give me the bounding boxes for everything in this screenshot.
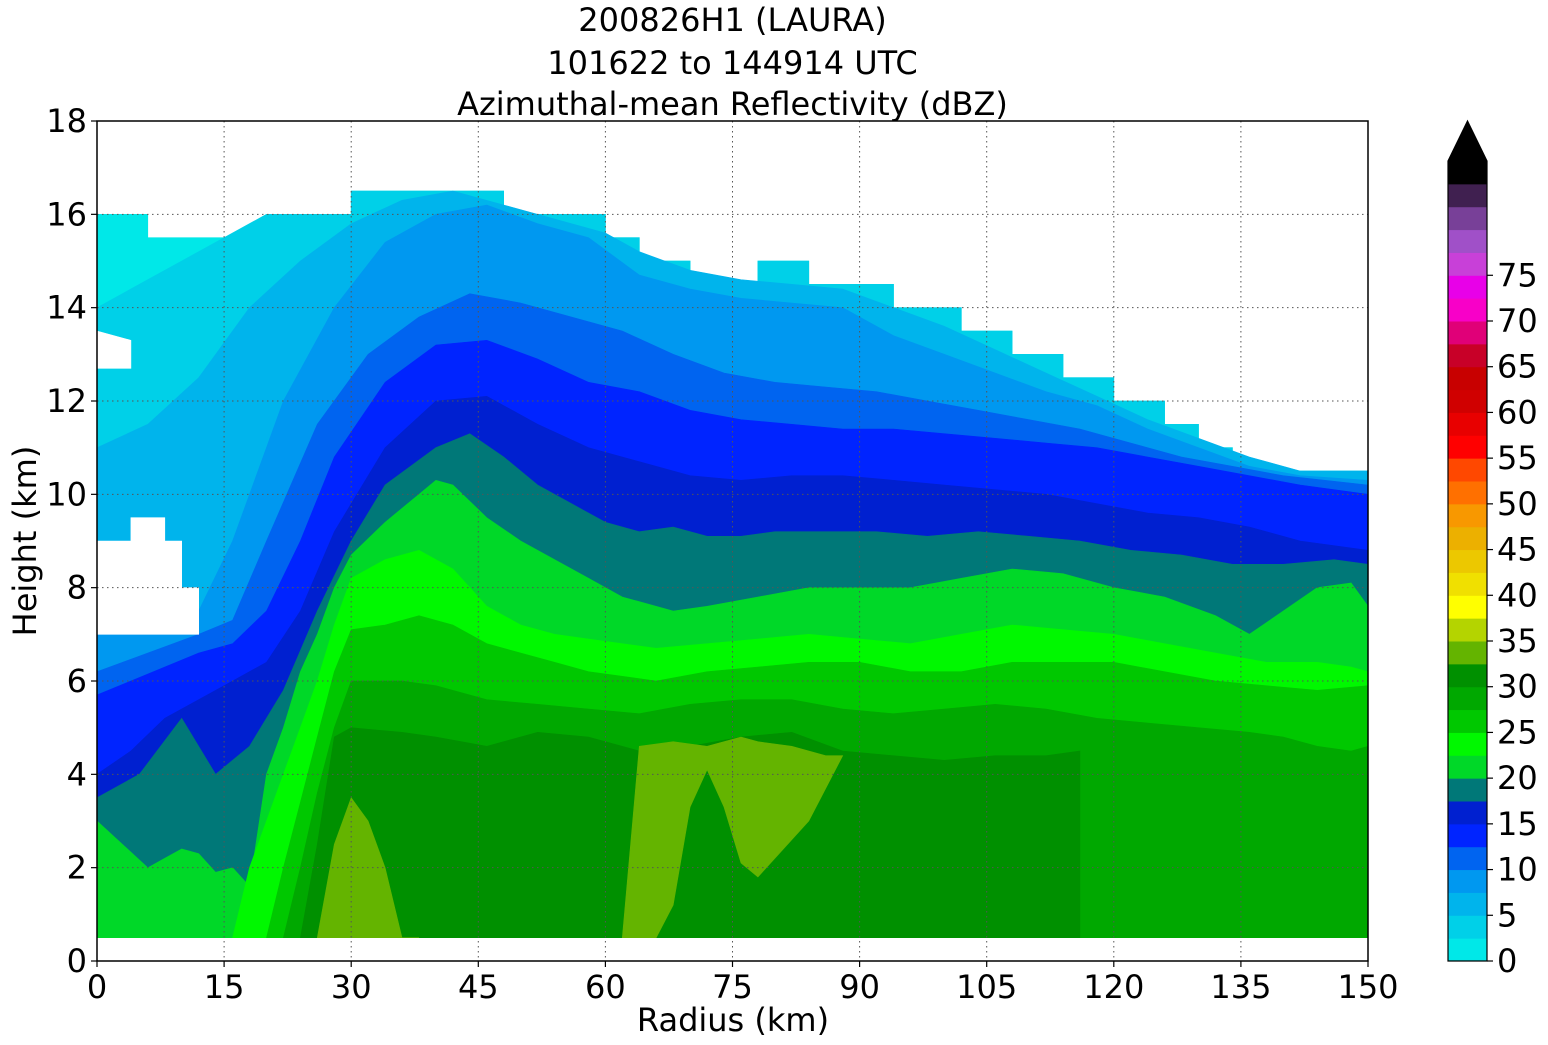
no-data-region — [97, 330, 132, 369]
x-tick-label: 0 — [87, 968, 107, 1006]
colorbar-tick-label: 35 — [1497, 622, 1538, 660]
y-axis-ticks: 0 2 4 6 8 10 12 14 16 18 — [46, 102, 97, 980]
colorbar-swatch — [1448, 618, 1487, 642]
colorbar-swatch — [1448, 435, 1487, 459]
x-tick-label: 135 — [1210, 968, 1271, 1006]
colorbar-swatch — [1448, 183, 1487, 208]
gridlines — [97, 121, 1368, 961]
colorbar-swatch — [1448, 938, 1487, 962]
colorbar-swatch — [1448, 298, 1487, 322]
colorbar-tick-label: 25 — [1497, 713, 1538, 751]
colorbar-swatch — [1448, 732, 1487, 756]
colorbar-tick-label: 55 — [1497, 439, 1538, 477]
colorbar-swatch — [1448, 412, 1487, 436]
chart-title-line-2: 101622 to 144914 UTC — [547, 44, 918, 82]
colorbar-swatch — [1448, 801, 1487, 825]
colorbar-swatch — [1448, 526, 1487, 551]
y-tick-label: 2 — [67, 849, 87, 887]
colorbar-swatch — [1448, 641, 1487, 665]
colorbar-tick-label: 5 — [1497, 896, 1517, 934]
colorbar-swatch — [1448, 709, 1487, 733]
colorbar-tick-label: 10 — [1497, 851, 1538, 889]
colorbar-tick-label: 50 — [1497, 485, 1538, 523]
colorbar-swatch — [1448, 321, 1487, 345]
colorbar-swatch — [1448, 458, 1487, 482]
colorbar-swatch — [1448, 161, 1487, 185]
x-tick-label: 60 — [585, 968, 626, 1006]
y-tick-label: 4 — [67, 755, 87, 793]
colorbar-extend-arrow — [1448, 121, 1487, 161]
colorbar-swatch — [1448, 892, 1487, 916]
chart-title-line-3: Azimuthal-mean Reflectivity (dBZ) — [457, 85, 1008, 123]
x-tick-label: 90 — [839, 968, 880, 1006]
colorbar-swatch — [1448, 823, 1487, 848]
contour-fill-layer — [97, 190, 1368, 939]
no-data-region — [97, 517, 199, 635]
colorbar-swatch — [1448, 206, 1487, 231]
colorbar-swatch — [1448, 595, 1487, 619]
colorbar-swatch — [1448, 663, 1487, 688]
colorbar-swatch — [1448, 915, 1487, 939]
colorbar-swatch — [1448, 778, 1487, 802]
x-tick-label: 120 — [1083, 968, 1144, 1006]
x-tick-label: 150 — [1337, 968, 1398, 1006]
colorbar-tick-label: 15 — [1497, 805, 1538, 843]
colorbar-swatch — [1448, 366, 1487, 391]
x-tick-label: 45 — [458, 968, 499, 1006]
colorbar-tick-label: 40 — [1497, 576, 1538, 614]
colorbar-tick-label: 45 — [1497, 531, 1538, 569]
y-tick-label: 18 — [46, 102, 87, 140]
y-tick-label: 14 — [46, 289, 87, 327]
colorbar-swatch — [1448, 549, 1487, 573]
x-axis-ticks: 0 15 30 45 60 75 90 105 120 135 150 — [87, 961, 1399, 1006]
colorbar-tick-label: 20 — [1497, 759, 1538, 797]
x-axis-label: Radius (km) — [637, 1001, 829, 1039]
y-tick-label: 10 — [46, 475, 87, 513]
y-tick-label: 0 — [67, 942, 87, 980]
colorbar-swatch — [1448, 229, 1487, 253]
colorbar-swatch — [1448, 275, 1487, 299]
colorbar-tick-label: 75 — [1497, 256, 1538, 294]
colorbar-swatch — [1448, 572, 1487, 596]
colorbar-swatch — [1448, 481, 1487, 505]
x-tick-label: 15 — [204, 968, 245, 1006]
colorbar-swatch — [1448, 869, 1487, 893]
y-axis-label: Height (km) — [6, 446, 44, 637]
colorbar-tick-label: 65 — [1497, 348, 1538, 386]
chart-title-line-1: 200826H1 (LAURA) — [578, 1, 887, 39]
colorbar: 0 5 10 15 20 25 30 35 40 45 50 55 60 65 70 75 — [1447, 119, 1538, 980]
colorbar-tick-label: 0 — [1497, 942, 1517, 980]
colorbar-swatch — [1448, 755, 1487, 779]
colorbar-outline — [1447, 119, 1488, 962]
colorbar-tick-label: 30 — [1497, 668, 1538, 706]
colorbar-tick-label: 60 — [1497, 393, 1538, 431]
x-tick-label: 30 — [331, 968, 372, 1006]
colorbar-swatch — [1448, 343, 1487, 368]
colorbar-swatch — [1448, 846, 1487, 871]
colorbar-swatch — [1448, 503, 1487, 528]
x-tick-label: 105 — [956, 968, 1017, 1006]
y-tick-label: 8 — [67, 569, 87, 607]
y-tick-label: 16 — [46, 195, 87, 233]
colorbar-swatch — [1448, 252, 1487, 276]
y-tick-label: 6 — [67, 662, 87, 700]
x-tick-label: 75 — [712, 968, 753, 1006]
colorbar-swatch — [1448, 686, 1487, 711]
contour-fill-32-5-dbz — [621, 736, 844, 939]
y-tick-label: 12 — [46, 382, 87, 420]
colorbar-tick-label: 70 — [1497, 302, 1538, 340]
colorbar-swatch — [1448, 389, 1487, 413]
